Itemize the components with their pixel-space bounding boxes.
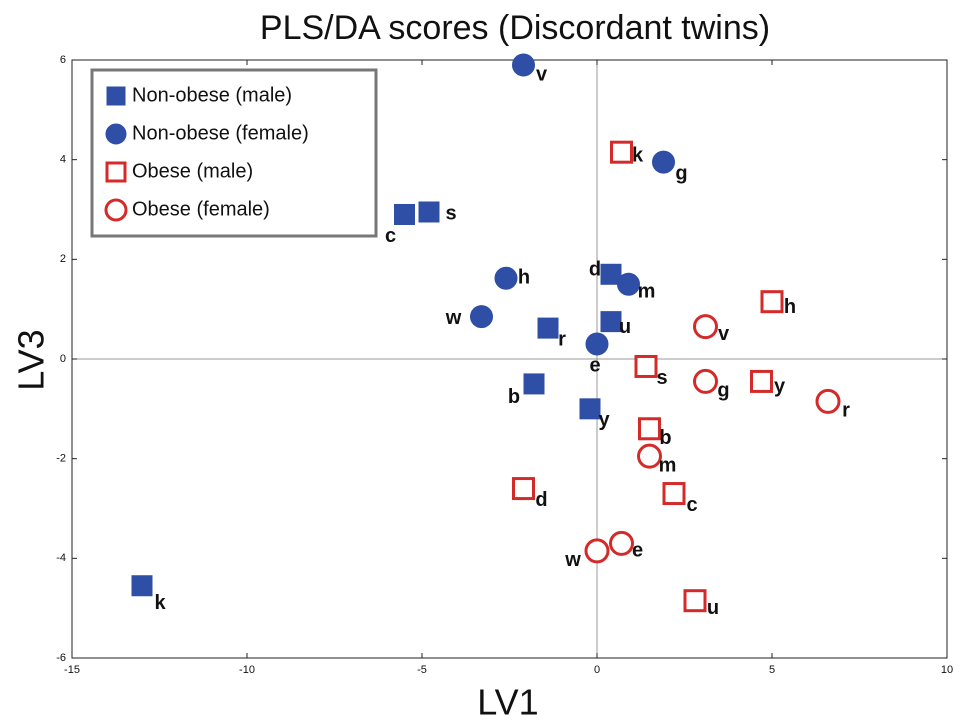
point [394,203,415,225]
point [760,290,784,314]
point-label: g [675,162,687,184]
x-tick-label: -10 [239,664,255,676]
point-label: m [638,281,656,303]
point-label: y [598,409,610,431]
point-label: b [659,427,671,449]
legend-label: Obese (male) [132,160,253,182]
point [693,368,718,394]
point [512,53,535,77]
point [609,530,634,556]
point [537,317,559,339]
legend: Non-obese (male) Non-obese (female) Obese … [90,68,378,238]
x-tick-label: 5 [769,664,775,676]
x-tick-label: 10 [941,664,953,676]
point [512,477,535,501]
legend-symbol [106,86,126,106]
point-label: e [589,354,600,376]
point [584,538,610,564]
point [815,388,841,414]
y-tick-label: 6 [60,54,66,66]
legend-label: Obese (female) [132,198,270,220]
point-label: b [508,386,520,408]
point-label: g [717,380,729,402]
x-tick-label: -15 [64,664,80,676]
point-label: m [659,454,677,476]
point [600,311,622,333]
point-label: s [656,367,667,389]
point-label: c [385,225,396,247]
point-label: k [154,592,166,614]
point-label: v [536,63,548,85]
legend-symbol [104,198,128,222]
legend-label: Non-obese (female) [132,122,309,144]
point [750,369,773,393]
point [637,443,662,469]
x-tick-label: 0 [594,664,600,676]
y-tick-label: 2 [60,253,66,265]
point-label: u [619,316,631,338]
point-label: u [707,597,719,619]
point [579,398,601,420]
point [662,482,686,506]
point [494,266,518,290]
point-label: y [774,376,786,398]
point-label: r [558,328,566,350]
point-label: w [564,549,581,571]
point-label: k [632,144,644,166]
point [610,140,633,164]
point [418,201,440,223]
point-label: r [842,400,850,422]
point-label: w [445,307,462,329]
y-tick-label: -4 [56,552,66,564]
point-label: e [632,540,643,562]
point-label: c [686,494,697,516]
point-label: s [445,202,456,224]
y-tick-label: 4 [60,154,66,166]
point [638,417,661,441]
point [585,332,609,356]
chart-title: PLS/DA scores (Discordant twins) [260,9,770,47]
x-tick-label: -5 [417,664,427,676]
legend-box [90,68,378,238]
point [600,263,622,285]
y-tick-label: 0 [60,353,66,365]
point-label: d [589,259,601,281]
y-axis-label: LV3 [11,329,52,390]
point-label: h [784,296,796,318]
point [617,272,640,296]
y-tick-label: -2 [56,453,66,465]
point [693,314,718,340]
point [131,575,153,597]
point [634,354,658,378]
legend-symbol [105,161,127,183]
point [470,305,493,329]
x-axis-label: LV1 [477,682,538,723]
y-tick-label: -6 [56,652,66,664]
legend-symbol [105,123,127,145]
legend-label: Non-obese (male) [132,84,292,106]
point [523,373,545,395]
point-label: d [535,489,547,511]
point-label: h [518,267,530,289]
point [683,589,707,613]
point [652,150,675,174]
point-label: v [718,323,730,345]
